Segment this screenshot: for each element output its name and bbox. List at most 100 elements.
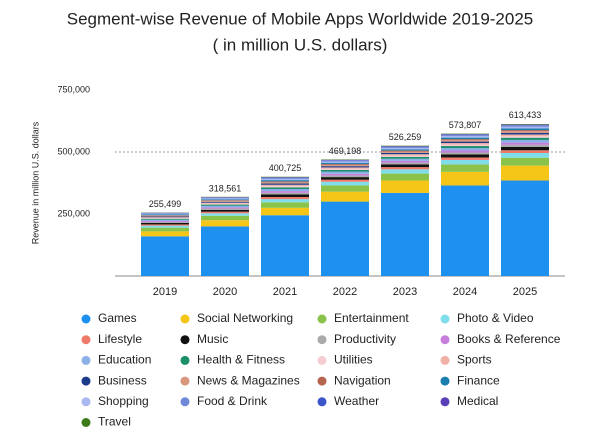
- bar-segment: [501, 139, 549, 143]
- legend-label: Music: [197, 332, 228, 346]
- legend-marker: [317, 355, 327, 365]
- bar-segment: [441, 136, 489, 138]
- bar-segment: [381, 180, 429, 193]
- bar-segment: [321, 179, 369, 182]
- bar-segment: [261, 189, 309, 192]
- legend-label: Weather: [334, 394, 379, 408]
- x-tick-label: 2019: [153, 286, 177, 298]
- bar-segment: [261, 215, 309, 276]
- bar-segment: [201, 199, 249, 201]
- legend-marker: [81, 314, 91, 324]
- bar-segment: [441, 164, 489, 172]
- x-tick-label: 2022: [333, 286, 357, 298]
- legend-marker: [317, 397, 327, 407]
- legend-label: Navigation: [334, 373, 391, 387]
- bar-segment: [261, 187, 309, 190]
- bar-segment: [201, 205, 249, 208]
- bar-segment: [501, 124, 549, 125]
- bar-segment: [321, 161, 369, 163]
- bar-segment: [501, 125, 549, 126]
- bar-segment: [501, 144, 549, 147]
- total-label: 255,499: [149, 199, 182, 209]
- legend-label: Entertainment: [334, 311, 409, 325]
- bar-segment: [501, 150, 549, 153]
- bar-segment: [501, 126, 549, 129]
- bar-segment: [201, 200, 249, 202]
- bar-segment: [261, 202, 309, 208]
- bar-segment: [381, 158, 429, 161]
- bar-segment: [321, 171, 369, 174]
- chart-subtitle: ( in million U.S. dollars): [213, 35, 388, 54]
- total-label: 318,561: [209, 183, 242, 193]
- bar-segment: [261, 184, 309, 187]
- bar-segment: [201, 208, 249, 210]
- bar-segment: [381, 192, 429, 276]
- bar-segment: [201, 201, 249, 203]
- legend-marker: [317, 314, 327, 324]
- bar-segment: [381, 152, 429, 155]
- legend-marker: [180, 376, 190, 386]
- bar-segment: [261, 178, 309, 179]
- legend-marker: [180, 355, 190, 365]
- bar-segment: [441, 171, 489, 186]
- bar-segment: [141, 236, 189, 276]
- y-tick-label: 500,000: [57, 146, 90, 156]
- bar-segment: [141, 216, 189, 218]
- bar-segment: [141, 217, 189, 219]
- bar-segment: [261, 207, 309, 216]
- bar-segment: [441, 143, 489, 145]
- bar-segment: [141, 224, 189, 226]
- legend-label: Shopping: [98, 394, 149, 408]
- bar-segment: [441, 152, 489, 155]
- bar-segment: [441, 137, 489, 140]
- legend-marker: [440, 397, 450, 407]
- bar-segment: [501, 130, 549, 132]
- bar-segment: [201, 197, 249, 199]
- bar-segment: [201, 204, 249, 206]
- bar-segment: [501, 131, 549, 133]
- bar-segment: [321, 168, 369, 170]
- bar-segment: [441, 157, 489, 160]
- legend-label: Food & Drink: [197, 394, 268, 408]
- bar-segment: [321, 160, 369, 162]
- legend-marker: [180, 397, 190, 407]
- legend-marker: [81, 418, 91, 427]
- bar-segment: [441, 185, 489, 276]
- legend-label: Finance: [457, 373, 500, 387]
- bar-segment: [441, 140, 489, 142]
- bar-segment: [261, 194, 309, 198]
- bar-segment: [321, 173, 369, 176]
- bar-segment: [201, 198, 249, 200]
- bar-segment: [501, 137, 549, 140]
- bar-segment: [261, 192, 309, 195]
- bar-segment: [501, 152, 549, 158]
- bar-segment: [381, 156, 429, 159]
- bar-segment: [321, 164, 369, 167]
- bar-segment: [381, 154, 429, 156]
- bar-segment: [501, 180, 549, 276]
- bar-segment: [321, 191, 369, 202]
- x-tick-label: 2023: [393, 286, 417, 298]
- legend-marker: [440, 335, 450, 345]
- x-tick-label: 2024: [453, 286, 477, 298]
- bar-segment: [501, 157, 549, 166]
- bar-segment: [381, 169, 429, 174]
- legend-marker: [81, 335, 91, 345]
- bar-segment: [141, 219, 189, 221]
- bar-segment: [141, 231, 189, 237]
- bar-segment: [321, 162, 369, 165]
- bar-segment: [441, 139, 489, 141]
- bar-segment: [441, 159, 489, 165]
- legend-marker: [317, 376, 327, 386]
- bar-segment: [441, 148, 489, 151]
- bar-segment: [321, 167, 369, 169]
- bar-segment: [381, 149, 429, 151]
- bar-segment: [441, 135, 489, 137]
- legend-label: Social Networking: [197, 311, 293, 325]
- bar-segment: [321, 201, 369, 276]
- legend-marker: [81, 397, 91, 407]
- bar-segment: [201, 203, 249, 205]
- legend-label: Productivity: [334, 332, 396, 346]
- bar-segment: [501, 132, 549, 135]
- bar-segment: [381, 167, 429, 170]
